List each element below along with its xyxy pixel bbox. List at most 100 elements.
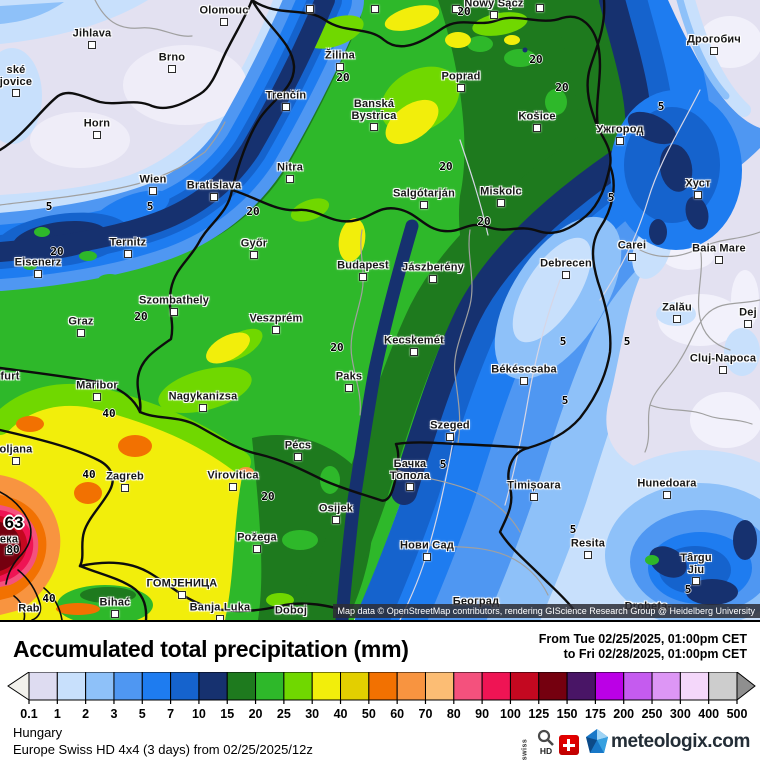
city-marker (744, 320, 752, 328)
swiss-label: swiss (521, 738, 529, 760)
city-marker (121, 484, 129, 492)
city-label: Ternitz (109, 236, 147, 249)
scale-tick-label: 80 (447, 707, 461, 721)
scale-tick-label: 90 (475, 707, 489, 721)
city-label: Хуст (685, 177, 711, 190)
city-marker (34, 270, 42, 278)
scale-cell (255, 672, 285, 701)
contour-value-label: 5 (684, 583, 692, 596)
contour-value-label: 5 (657, 100, 665, 113)
weather-map[interactable]: Olomouc Jihlava Brno ské jovice Horn Wien Brati… (0, 0, 760, 622)
scale-tick-label: 500 (727, 707, 748, 721)
scale-cell (453, 672, 483, 701)
scale-tick-label: 200 (613, 707, 634, 721)
city-marker (429, 275, 437, 283)
city-label: Graz (68, 315, 94, 328)
scale-cell (198, 672, 228, 701)
city-label: Brno (158, 51, 186, 64)
contour-value-label: 5 (559, 335, 567, 348)
city-marker (111, 610, 119, 618)
scale-cell (311, 672, 342, 701)
city-label: ské jovice (0, 64, 33, 88)
city-label: Rab (18, 602, 40, 615)
city-label: Budapest (337, 259, 389, 272)
contour-value-label: 20 (529, 53, 543, 66)
city-label: Horn (83, 117, 111, 130)
city-marker (294, 453, 302, 461)
city-label: Žilina (325, 49, 355, 62)
scale-cell (396, 672, 426, 701)
city-marker (584, 551, 592, 559)
page-title: Accumulated total precipitation (mm) (13, 636, 409, 662)
city-marker (715, 256, 723, 264)
scale-cell (56, 672, 87, 701)
scale-cell (679, 672, 710, 701)
contour-value-label: 5 (569, 523, 577, 536)
city-label: Poprad (441, 70, 481, 83)
city-label: Kecskemét (384, 334, 444, 347)
city-label: Virovitica (207, 469, 259, 482)
scale-tick-label: 1 (54, 707, 61, 721)
meteologix-wordmark: meteologix.com (610, 731, 750, 752)
city-marker (663, 491, 671, 499)
city-label: Szombathely (138, 294, 210, 307)
city-marker (694, 191, 702, 199)
city-marker (5, 547, 13, 555)
city-marker (124, 250, 132, 258)
city-label: Wien (139, 173, 167, 186)
scale-tick-label: 15 (220, 707, 234, 721)
contour-value-label: 20 (246, 205, 260, 218)
city-marker (282, 103, 290, 111)
city-label: Békéscsaba (491, 363, 557, 376)
scale-tick-label: 300 (670, 707, 691, 721)
meteologix-logo[interactable]: meteologix.com (585, 729, 750, 755)
scale-cell (481, 672, 511, 701)
city-label: oljana (0, 443, 33, 456)
city-label: Baia Mare (692, 242, 746, 255)
contour-value-label: 20 (457, 5, 471, 18)
city-label: Veszprém (249, 312, 303, 325)
city-label: Salgótarján (392, 187, 456, 200)
swiss-hd-logo[interactable]: swiss HD (514, 729, 579, 760)
city-marker (536, 4, 544, 12)
country-borders (0, 0, 615, 620)
scale-cell (651, 672, 681, 701)
scale-cell (28, 672, 58, 701)
scale-cell (113, 672, 143, 701)
forecast-from: From Tue 02/25/2025, 01:00pm CET (538, 632, 747, 646)
city-label: Maribor (76, 379, 118, 392)
city-marker (490, 11, 498, 19)
magnifier-icon (537, 729, 554, 746)
city-marker (719, 366, 727, 374)
city-marker (93, 131, 101, 139)
city-marker (692, 577, 700, 585)
city-marker (628, 253, 636, 261)
city-label: Trenčín (265, 89, 307, 102)
city-label: Olomouc (199, 4, 249, 17)
city-label: Banja Luka (189, 601, 251, 614)
scale-tick-label: 70 (419, 707, 433, 721)
contour-value-label: 20 (477, 215, 491, 228)
city-marker (250, 251, 258, 259)
city-marker (332, 516, 340, 524)
contour-value-label: 5 (561, 394, 569, 407)
map-overlay: Olomouc Jihlava Brno ské jovice Horn Wien Brati… (0, 0, 757, 620)
scale-tick-label: 25 (277, 707, 291, 721)
meteologix-gem-icon (585, 729, 608, 753)
contour-value-label: 40 (82, 468, 96, 481)
city-marker (446, 433, 454, 441)
contour-value-label: 20 (50, 245, 64, 258)
scale-tick-label: 7 (167, 707, 174, 721)
city-label: Debrecen (540, 257, 592, 270)
city-marker (286, 175, 294, 183)
legend-panel: Accumulated total precipitation (mm) Fro… (0, 622, 760, 760)
scale-cell (424, 672, 455, 701)
city-marker (497, 199, 505, 207)
city-label: Timișoara (507, 479, 561, 492)
city-label: Banská Bystrica (351, 98, 397, 122)
city-label: Požega (237, 531, 277, 544)
scale-cell (340, 672, 370, 701)
city-marker (710, 47, 718, 55)
city-marker (616, 137, 624, 145)
